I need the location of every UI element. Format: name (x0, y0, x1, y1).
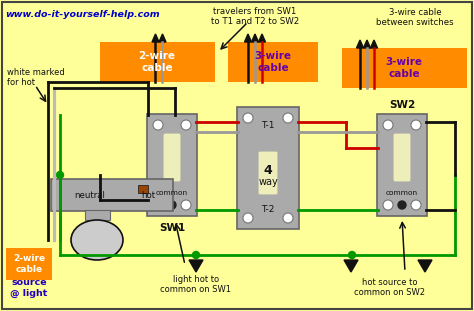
Circle shape (283, 213, 293, 223)
Text: common: common (386, 190, 418, 196)
Polygon shape (252, 34, 258, 42)
FancyBboxPatch shape (147, 114, 197, 216)
Text: 3-wire
cable: 3-wire cable (385, 57, 422, 79)
FancyBboxPatch shape (377, 114, 427, 216)
Text: neutral: neutral (74, 191, 105, 199)
Polygon shape (245, 34, 252, 42)
Polygon shape (159, 34, 166, 42)
Bar (100, 42, 215, 82)
Text: 4: 4 (264, 164, 273, 177)
Circle shape (398, 201, 406, 209)
Text: 3-wire cable
between switches: 3-wire cable between switches (376, 8, 454, 27)
Circle shape (153, 120, 163, 130)
FancyBboxPatch shape (163, 133, 181, 182)
Polygon shape (371, 40, 377, 48)
Circle shape (243, 113, 253, 123)
FancyBboxPatch shape (51, 179, 173, 211)
Polygon shape (418, 260, 432, 272)
FancyBboxPatch shape (6, 248, 52, 280)
Text: 2-wire
cable: 2-wire cable (138, 51, 175, 73)
Circle shape (243, 213, 253, 223)
Text: SW2: SW2 (389, 100, 415, 110)
Text: SW1: SW1 (159, 223, 185, 233)
Bar (85, 210, 110, 220)
Ellipse shape (71, 220, 123, 260)
Text: light hot to
common on SW1: light hot to common on SW1 (161, 275, 231, 295)
Circle shape (348, 252, 356, 258)
Polygon shape (364, 40, 371, 48)
Circle shape (192, 252, 200, 258)
Text: common: common (156, 190, 188, 196)
Text: hot source to
common on SW2: hot source to common on SW2 (355, 278, 426, 297)
Text: hot: hot (141, 191, 155, 199)
Polygon shape (152, 34, 159, 42)
Circle shape (153, 200, 163, 210)
Bar (342, 48, 467, 88)
Text: source
@ light: source @ light (10, 278, 48, 298)
Polygon shape (189, 260, 203, 272)
Circle shape (383, 200, 393, 210)
Text: 3-wire
cable: 3-wire cable (255, 51, 292, 73)
Text: white marked
for hot: white marked for hot (7, 68, 65, 87)
Bar (228, 42, 318, 82)
Polygon shape (344, 260, 358, 272)
FancyBboxPatch shape (237, 107, 299, 229)
Circle shape (56, 171, 64, 179)
Text: T-1: T-1 (261, 122, 275, 131)
Circle shape (411, 120, 421, 130)
Text: T-2: T-2 (261, 206, 275, 215)
Text: 2-wire
cable: 2-wire cable (13, 254, 45, 274)
Circle shape (411, 200, 421, 210)
Text: way: way (258, 177, 278, 187)
Circle shape (283, 113, 293, 123)
Text: www.do-it-yourself-help.com: www.do-it-yourself-help.com (5, 10, 160, 19)
FancyBboxPatch shape (258, 151, 278, 195)
Polygon shape (356, 40, 364, 48)
Circle shape (181, 120, 191, 130)
Text: travelers from SW1
to T1 and T2 to SW2: travelers from SW1 to T1 and T2 to SW2 (211, 7, 299, 26)
Bar (138, 185, 148, 193)
Polygon shape (258, 34, 265, 42)
Circle shape (168, 201, 176, 209)
FancyBboxPatch shape (393, 133, 411, 182)
Circle shape (383, 120, 393, 130)
Circle shape (181, 200, 191, 210)
